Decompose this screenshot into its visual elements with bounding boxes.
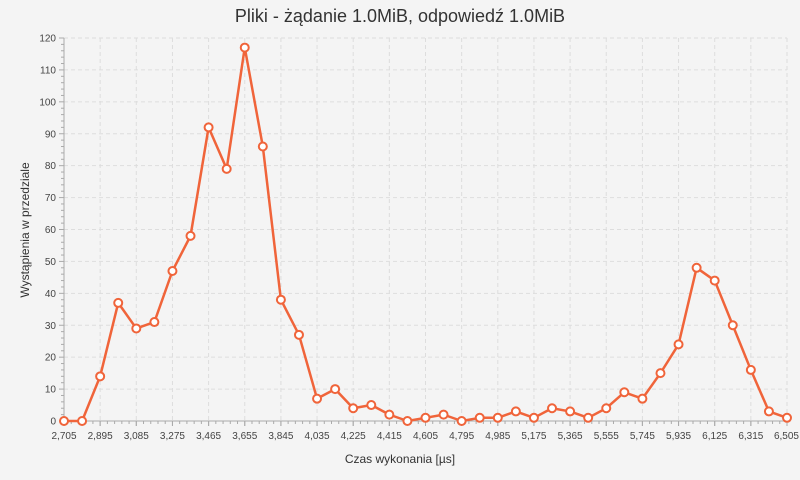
data-point: [185, 230, 196, 241]
data-point: [583, 412, 594, 423]
y-tick-label: 80: [45, 161, 57, 172]
y-tick-label: 100: [39, 97, 56, 108]
x-tick-label: 5,175: [521, 431, 546, 442]
data-point: [492, 412, 503, 423]
data-point: [77, 416, 88, 426]
data-point: [456, 416, 467, 426]
data-point: [727, 320, 738, 331]
data-point: [655, 368, 666, 379]
data-point: [745, 364, 756, 375]
data-point: [59, 416, 69, 426]
data-point: [312, 393, 323, 404]
data-point: [221, 163, 232, 174]
x-tick-label: 3,465: [196, 431, 221, 442]
x-tick-label: 5,745: [630, 431, 655, 442]
y-tick-label: 30: [45, 321, 57, 332]
data-point: [637, 393, 648, 404]
data-point: [275, 294, 286, 305]
data-point: [402, 416, 413, 426]
data-point: [330, 384, 341, 395]
x-tick-label: 3,275: [160, 431, 185, 442]
x-tick-label: 4,605: [413, 431, 438, 442]
x-tick-label: 6,315: [738, 431, 763, 442]
data-point: [763, 406, 774, 417]
y-tick-label: 120: [39, 34, 56, 45]
x-tick-label: 4,035: [305, 431, 330, 442]
x-tick-label: 3,655: [232, 431, 257, 442]
y-tick-label: 20: [45, 353, 57, 364]
y-tick-label: 10: [45, 385, 57, 396]
data-point: [474, 412, 485, 423]
data-point: [113, 297, 124, 308]
data-point: [528, 412, 539, 423]
x-tick-label: 6,505: [774, 431, 799, 442]
y-tick-label: 50: [45, 257, 57, 268]
data-point: [239, 42, 250, 53]
data-point: [384, 409, 395, 420]
data-point: [95, 371, 106, 382]
x-tick-label: 4,225: [341, 431, 366, 442]
data-point: [438, 409, 449, 420]
data-point: [420, 412, 431, 423]
data-point: [203, 122, 214, 133]
x-tick-label: 2,895: [88, 431, 113, 442]
data-point: [257, 141, 268, 152]
x-axis-label: Czas wykonania [µs]: [345, 452, 455, 466]
x-tick-label: 5,555: [594, 431, 619, 442]
data-point: [293, 329, 304, 340]
data-point: [348, 403, 359, 414]
x-tick-label: 3,845: [268, 431, 293, 442]
y-tick-label: 60: [45, 225, 57, 236]
x-tick-label: 4,415: [377, 431, 402, 442]
data-point: [131, 323, 142, 334]
data-point: [691, 262, 702, 273]
x-tick-label: 5,935: [666, 431, 691, 442]
data-point: [547, 403, 558, 414]
x-tick-label: 2,705: [51, 431, 76, 442]
y-tick-label: 70: [45, 193, 57, 204]
y-axis-label: Wystąpienia w przedziale: [18, 162, 32, 298]
chart-title: Pliki - żądanie 1.0MiB, odpowiedź 1.0MiB: [235, 6, 565, 26]
x-tick-label: 3,085: [124, 431, 149, 442]
data-point: [709, 275, 720, 286]
y-tick-label: 110: [40, 65, 56, 76]
data-point: [782, 412, 792, 423]
x-tick-label: 6,125: [702, 431, 727, 442]
x-tick-label: 5,365: [558, 431, 583, 442]
data-point: [510, 406, 521, 417]
data-point: [619, 387, 630, 398]
data-point: [601, 403, 612, 414]
data-point: [673, 339, 684, 350]
data-point: [149, 317, 160, 328]
x-tick-label: 4,985: [485, 431, 510, 442]
y-tick-label: 90: [45, 129, 57, 140]
data-point: [366, 400, 377, 411]
data-point: [565, 406, 576, 417]
y-tick-label: 0: [50, 417, 56, 428]
data-point: [167, 265, 178, 276]
y-tick-label: 40: [45, 289, 57, 300]
x-tick-label: 4,795: [449, 431, 474, 442]
